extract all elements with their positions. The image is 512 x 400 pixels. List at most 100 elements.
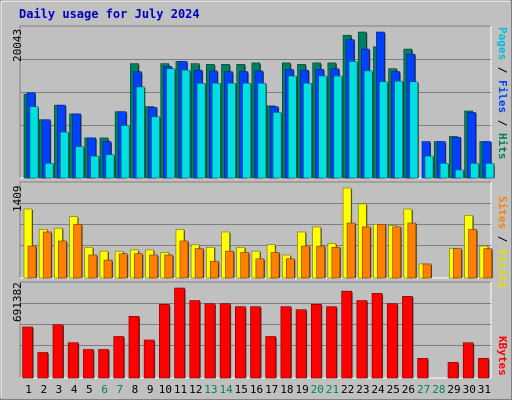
bar-pages-day-19 <box>303 83 312 179</box>
bar-kbytes-day-14 <box>219 303 231 379</box>
day-label-9: 9 <box>147 383 154 396</box>
day-label-13: 13 <box>204 383 217 396</box>
bar-pages-day-5 <box>90 155 100 179</box>
bar-kbytes-day-17 <box>265 336 276 379</box>
bar-sites-day-14 <box>225 250 234 279</box>
bar-kbytes-day-2 <box>37 352 49 379</box>
bar-pages-day-8 <box>136 86 145 179</box>
panel1-ymax-label: 20043 <box>11 28 24 62</box>
bar-pages-day-30 <box>470 163 479 179</box>
bar-pages-day-25 <box>394 80 403 179</box>
series-label-hits: Hits <box>496 133 509 160</box>
bar-pages-day-28 <box>439 163 449 179</box>
bar-sites-day-29 <box>453 248 462 279</box>
series-label-pages: Pages <box>496 27 509 61</box>
bar-kbytes-day-30 <box>462 342 474 379</box>
bar-pages-day-11 <box>181 69 191 179</box>
bar-sites-day-16 <box>255 258 265 279</box>
bar-kbytes-day-12 <box>189 300 201 379</box>
bar-sites-day-26 <box>407 222 417 279</box>
bar-kbytes-day-20 <box>310 304 322 379</box>
bar-kbytes-day-3 <box>52 324 64 379</box>
label-separator: / <box>496 113 509 133</box>
panel3-ymax-label: 691382 <box>11 282 24 322</box>
panel3-right-label: KBytes <box>496 336 509 376</box>
bar-sites-day-12 <box>194 248 204 279</box>
day-label-2: 2 <box>40 383 47 396</box>
bar-sites-day-17 <box>270 252 280 279</box>
bar-kbytes-day-27 <box>417 358 428 379</box>
bar-kbytes-day-6 <box>98 349 109 379</box>
day-label-16: 16 <box>250 383 263 396</box>
bar-sites-day-24 <box>377 224 386 279</box>
bar-pages-day-31 <box>485 163 495 179</box>
bar-sites-day-1 <box>27 245 37 279</box>
bar-sites-day-10 <box>164 254 174 279</box>
label-separator: / <box>496 229 509 249</box>
series-label-visits: Visits <box>496 249 509 289</box>
bar-pages-day-6 <box>105 154 115 179</box>
bar-pages-day-14 <box>227 83 236 179</box>
day-label-14: 14 <box>219 383 233 396</box>
bar-kbytes-day-25 <box>386 303 398 379</box>
day-label-31: 31 <box>478 383 491 396</box>
day-label-5: 5 <box>86 383 93 396</box>
day-label-6: 6 <box>101 383 108 396</box>
bar-kbytes-day-23 <box>356 300 368 379</box>
bar-sites-day-31 <box>483 248 493 279</box>
bar-sites-day-9 <box>149 254 158 279</box>
bar-kbytes-day-10 <box>159 304 170 379</box>
bar-kbytes-day-22 <box>341 290 352 379</box>
day-label-8: 8 <box>132 383 139 396</box>
bar-kbytes-day-9 <box>143 339 155 379</box>
bar-kbytes-day-1 <box>22 326 33 379</box>
day-label-12: 12 <box>189 383 202 396</box>
bar-sites-day-6 <box>103 259 113 279</box>
bar-kbytes-day-16 <box>250 306 261 379</box>
day-label-23: 23 <box>356 383 369 396</box>
bar-kbytes-day-5 <box>83 349 94 379</box>
bar-sites-day-22 <box>346 222 356 279</box>
bar-kbytes-day-18 <box>280 306 292 379</box>
bar-pages-day-22 <box>348 61 358 179</box>
bar-sites-day-8 <box>134 253 143 279</box>
day-label-17: 17 <box>265 383 278 396</box>
bar-kbytes-day-29 <box>447 362 459 379</box>
bar-kbytes-day-7 <box>113 336 125 379</box>
day-label-24: 24 <box>371 383 385 396</box>
series-label-files: Files <box>496 80 509 114</box>
bar-sites-day-2 <box>42 231 52 279</box>
bar-pages-day-24 <box>379 81 388 179</box>
bar-kbytes-day-11 <box>174 287 185 379</box>
bar-sites-day-5 <box>88 254 98 279</box>
panel2-ymax-label: 1409 <box>11 185 24 213</box>
day-label-7: 7 <box>116 383 123 396</box>
day-label-28: 28 <box>432 383 445 396</box>
bar-pages-day-12 <box>196 83 206 179</box>
bar-sites-day-30 <box>468 229 477 279</box>
day-label-22: 22 <box>341 383 354 396</box>
bar-sites-day-11 <box>179 240 189 279</box>
day-label-29: 29 <box>447 383 460 396</box>
bar-kbytes-day-15 <box>235 306 246 379</box>
bar-pages-day-3 <box>60 131 69 179</box>
bar-kbytes-day-19 <box>295 309 307 379</box>
bar-pages-day-4 <box>75 146 84 179</box>
bar-pages-day-17 <box>272 112 282 179</box>
series-label-sites: Sites <box>496 196 509 230</box>
day-label-20: 20 <box>311 383 324 396</box>
bar-pages-day-1 <box>29 106 39 179</box>
day-label-26: 26 <box>402 383 415 396</box>
day-label-4: 4 <box>71 383 78 396</box>
bar-sites-day-18 <box>285 258 295 279</box>
day-label-30: 30 <box>463 383 476 396</box>
day-label-25: 25 <box>387 383 400 396</box>
bar-kbytes-day-4 <box>67 342 79 379</box>
day-label-3: 3 <box>56 383 63 396</box>
bar-sites-day-21 <box>331 247 341 279</box>
panel1-right-label: Pages / Files / Hits <box>496 27 509 160</box>
bar-pages-day-20 <box>318 75 327 179</box>
chart-title: Daily usage for July 2024 <box>19 7 200 21</box>
